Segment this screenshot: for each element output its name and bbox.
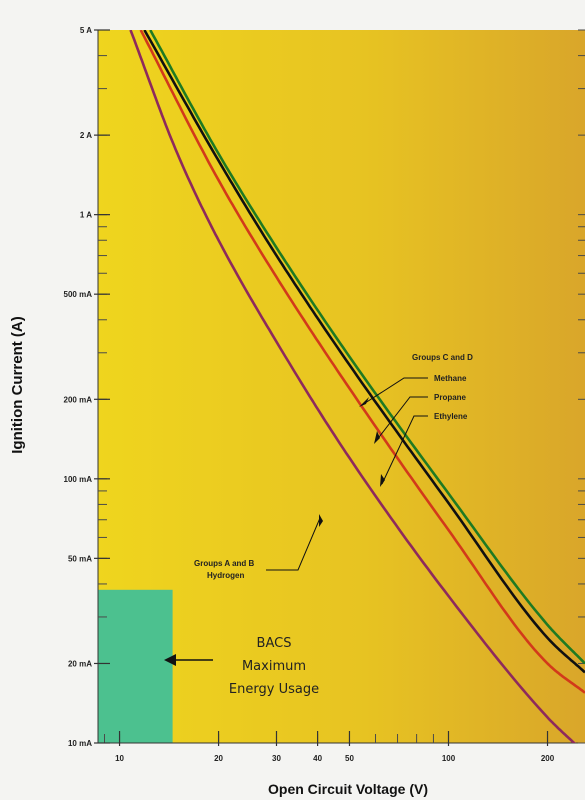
hydrogen-leader — [266, 517, 321, 571]
annotation-groups-ab: Groups A and B — [194, 559, 255, 568]
x-tick-label: 200 — [541, 754, 555, 763]
annotation-methane: Methane — [434, 374, 467, 383]
x-tick-label: 100 — [442, 754, 456, 763]
annotation-arrowheads — [319, 397, 385, 527]
y-tick-label: 20 mA — [68, 659, 92, 668]
curve-methane — [149, 30, 585, 665]
bacs-arrow — [164, 654, 213, 666]
bacs-region — [98, 589, 173, 743]
annotation-propane: Propane — [434, 393, 467, 402]
methane-arrowhead — [359, 397, 369, 407]
y-tick-label: 500 mA — [64, 290, 93, 299]
plot-area — [98, 30, 585, 743]
x-tick-label: 50 — [345, 754, 354, 763]
ethylene-arrowhead — [380, 474, 385, 487]
annotation-groups-cd: Groups C and D — [412, 353, 473, 362]
x-tick-label: 10 — [115, 754, 124, 763]
y-tick-label: 5 A — [80, 26, 92, 35]
y-tick-label: 100 mA — [64, 475, 93, 484]
propane-leader — [375, 396, 428, 442]
curve-propane — [143, 30, 585, 674]
hydrogen-arrowhead — [319, 514, 323, 527]
y-tick-label: 1 A — [80, 211, 92, 220]
x-axis-title: Open Circuit Voltage (V) — [268, 781, 428, 797]
y-tick-label: 2 A — [80, 131, 92, 140]
x-tick-label: 30 — [272, 754, 281, 763]
x-tick-label: 40 — [313, 754, 322, 763]
annotation-ethylene: Ethylene — [434, 412, 468, 421]
annotation-hydrogen: Hydrogen — [207, 571, 244, 580]
curve-hydrogen — [129, 30, 576, 743]
y-tick-label: 10 mA — [68, 739, 92, 748]
bacs-arrow-head — [164, 654, 176, 666]
y-axis-title: Ignition Current (A) — [9, 316, 26, 453]
bacs-label-line-1: BACS — [257, 636, 292, 651]
bacs-label-line-2: Maximum — [242, 659, 306, 674]
bacs-label-line-3: Energy Usage — [229, 682, 319, 697]
curve-ethylene — [139, 30, 585, 694]
x-tick-label: 20 — [214, 754, 223, 763]
ethylene-leader — [381, 415, 428, 485]
propane-arrowhead — [374, 431, 380, 444]
y-tick-label: 50 mA — [68, 554, 92, 563]
annotation-leaders — [266, 377, 428, 571]
y-tick-label: 200 mA — [64, 395, 93, 404]
methane-leader — [361, 377, 428, 406]
